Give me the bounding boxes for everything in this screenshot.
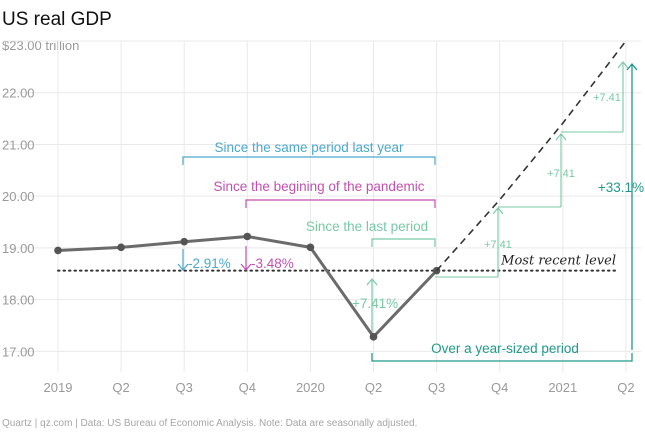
year-period-value: +33.1% — [598, 180, 644, 195]
same-period-bracket — [182, 156, 436, 165]
series-group — [54, 40, 627, 341]
pandemic-label: Since the begining of the pandemic — [214, 179, 425, 194]
same-period-arrow — [177, 249, 189, 271]
y-axis-ticks: 17.00 18.00 19.00 20.00 21.00 22.00 — [2, 86, 35, 360]
last-period-arrow — [366, 278, 378, 338]
gdp-point — [117, 243, 125, 252]
y-tick-label: 22.00 — [2, 86, 35, 101]
year-period-bracket — [371, 353, 633, 362]
last-period-bracket — [371, 238, 436, 247]
same-period-value: -2.91% — [188, 256, 231, 271]
last-period-value: +7.41% — [352, 296, 398, 311]
gdp-point — [54, 246, 62, 255]
step1-value: +7.41 — [484, 239, 512, 251]
x-tick-label: Q2 — [112, 380, 129, 395]
step3-value: +7.41 — [593, 92, 621, 104]
gdp-point — [306, 243, 315, 252]
last-period-label: Since the last period — [306, 219, 428, 234]
x-tick-label: Q2 — [365, 380, 382, 395]
pandemic-bracket — [245, 199, 436, 208]
most-recent-level-label: Most recent level — [500, 254, 616, 269]
y-unit-label: $23.00 trillion — [2, 38, 79, 53]
y-tick-label: 17.00 — [2, 344, 35, 359]
year-period-label: Over a year-sized period — [431, 341, 579, 356]
x-tick-label: 2021 — [548, 380, 577, 395]
step2-value: +7.41 — [547, 168, 575, 180]
source-note: Quartz | qz.com | Data: US Bureau of Eco… — [2, 418, 417, 429]
x-tick-label: 2019 — [44, 380, 73, 395]
y-tick-label: 21.00 — [2, 137, 35, 152]
step3-arrow — [561, 61, 629, 133]
y-tick-label: 20.00 — [2, 189, 35, 204]
x-tick-label: Q2 — [617, 380, 634, 395]
x-tick-label: 2020 — [296, 380, 325, 395]
chart-title: US real GDP — [2, 9, 112, 30]
gdp-point — [369, 333, 378, 341]
same-period-label: Since the same period last year — [214, 140, 404, 155]
x-axis-ticks: 2019 Q2 Q3 Q4 2020 Q2 Q3 Q4 2021 Q2 — [44, 380, 635, 395]
x-tick-label: Q4 — [491, 380, 508, 395]
step1-arrow — [435, 207, 504, 278]
x-tick-label: Q3 — [176, 380, 193, 395]
y-tick-label: 18.00 — [2, 293, 35, 308]
pandemic-arrow — [240, 246, 252, 271]
year-period-arrow — [626, 62, 638, 350]
x-tick-label: Q3 — [428, 380, 445, 395]
gridlines — [4, 40, 641, 372]
projection-line — [436, 40, 627, 272]
pandemic-value: -3.48% — [251, 256, 294, 271]
y-tick-label: 19.00 — [2, 241, 35, 256]
step2-arrow — [498, 133, 567, 208]
gdp-point — [180, 237, 188, 246]
gdp-point — [243, 232, 252, 241]
x-tick-label: Q4 — [239, 380, 256, 395]
